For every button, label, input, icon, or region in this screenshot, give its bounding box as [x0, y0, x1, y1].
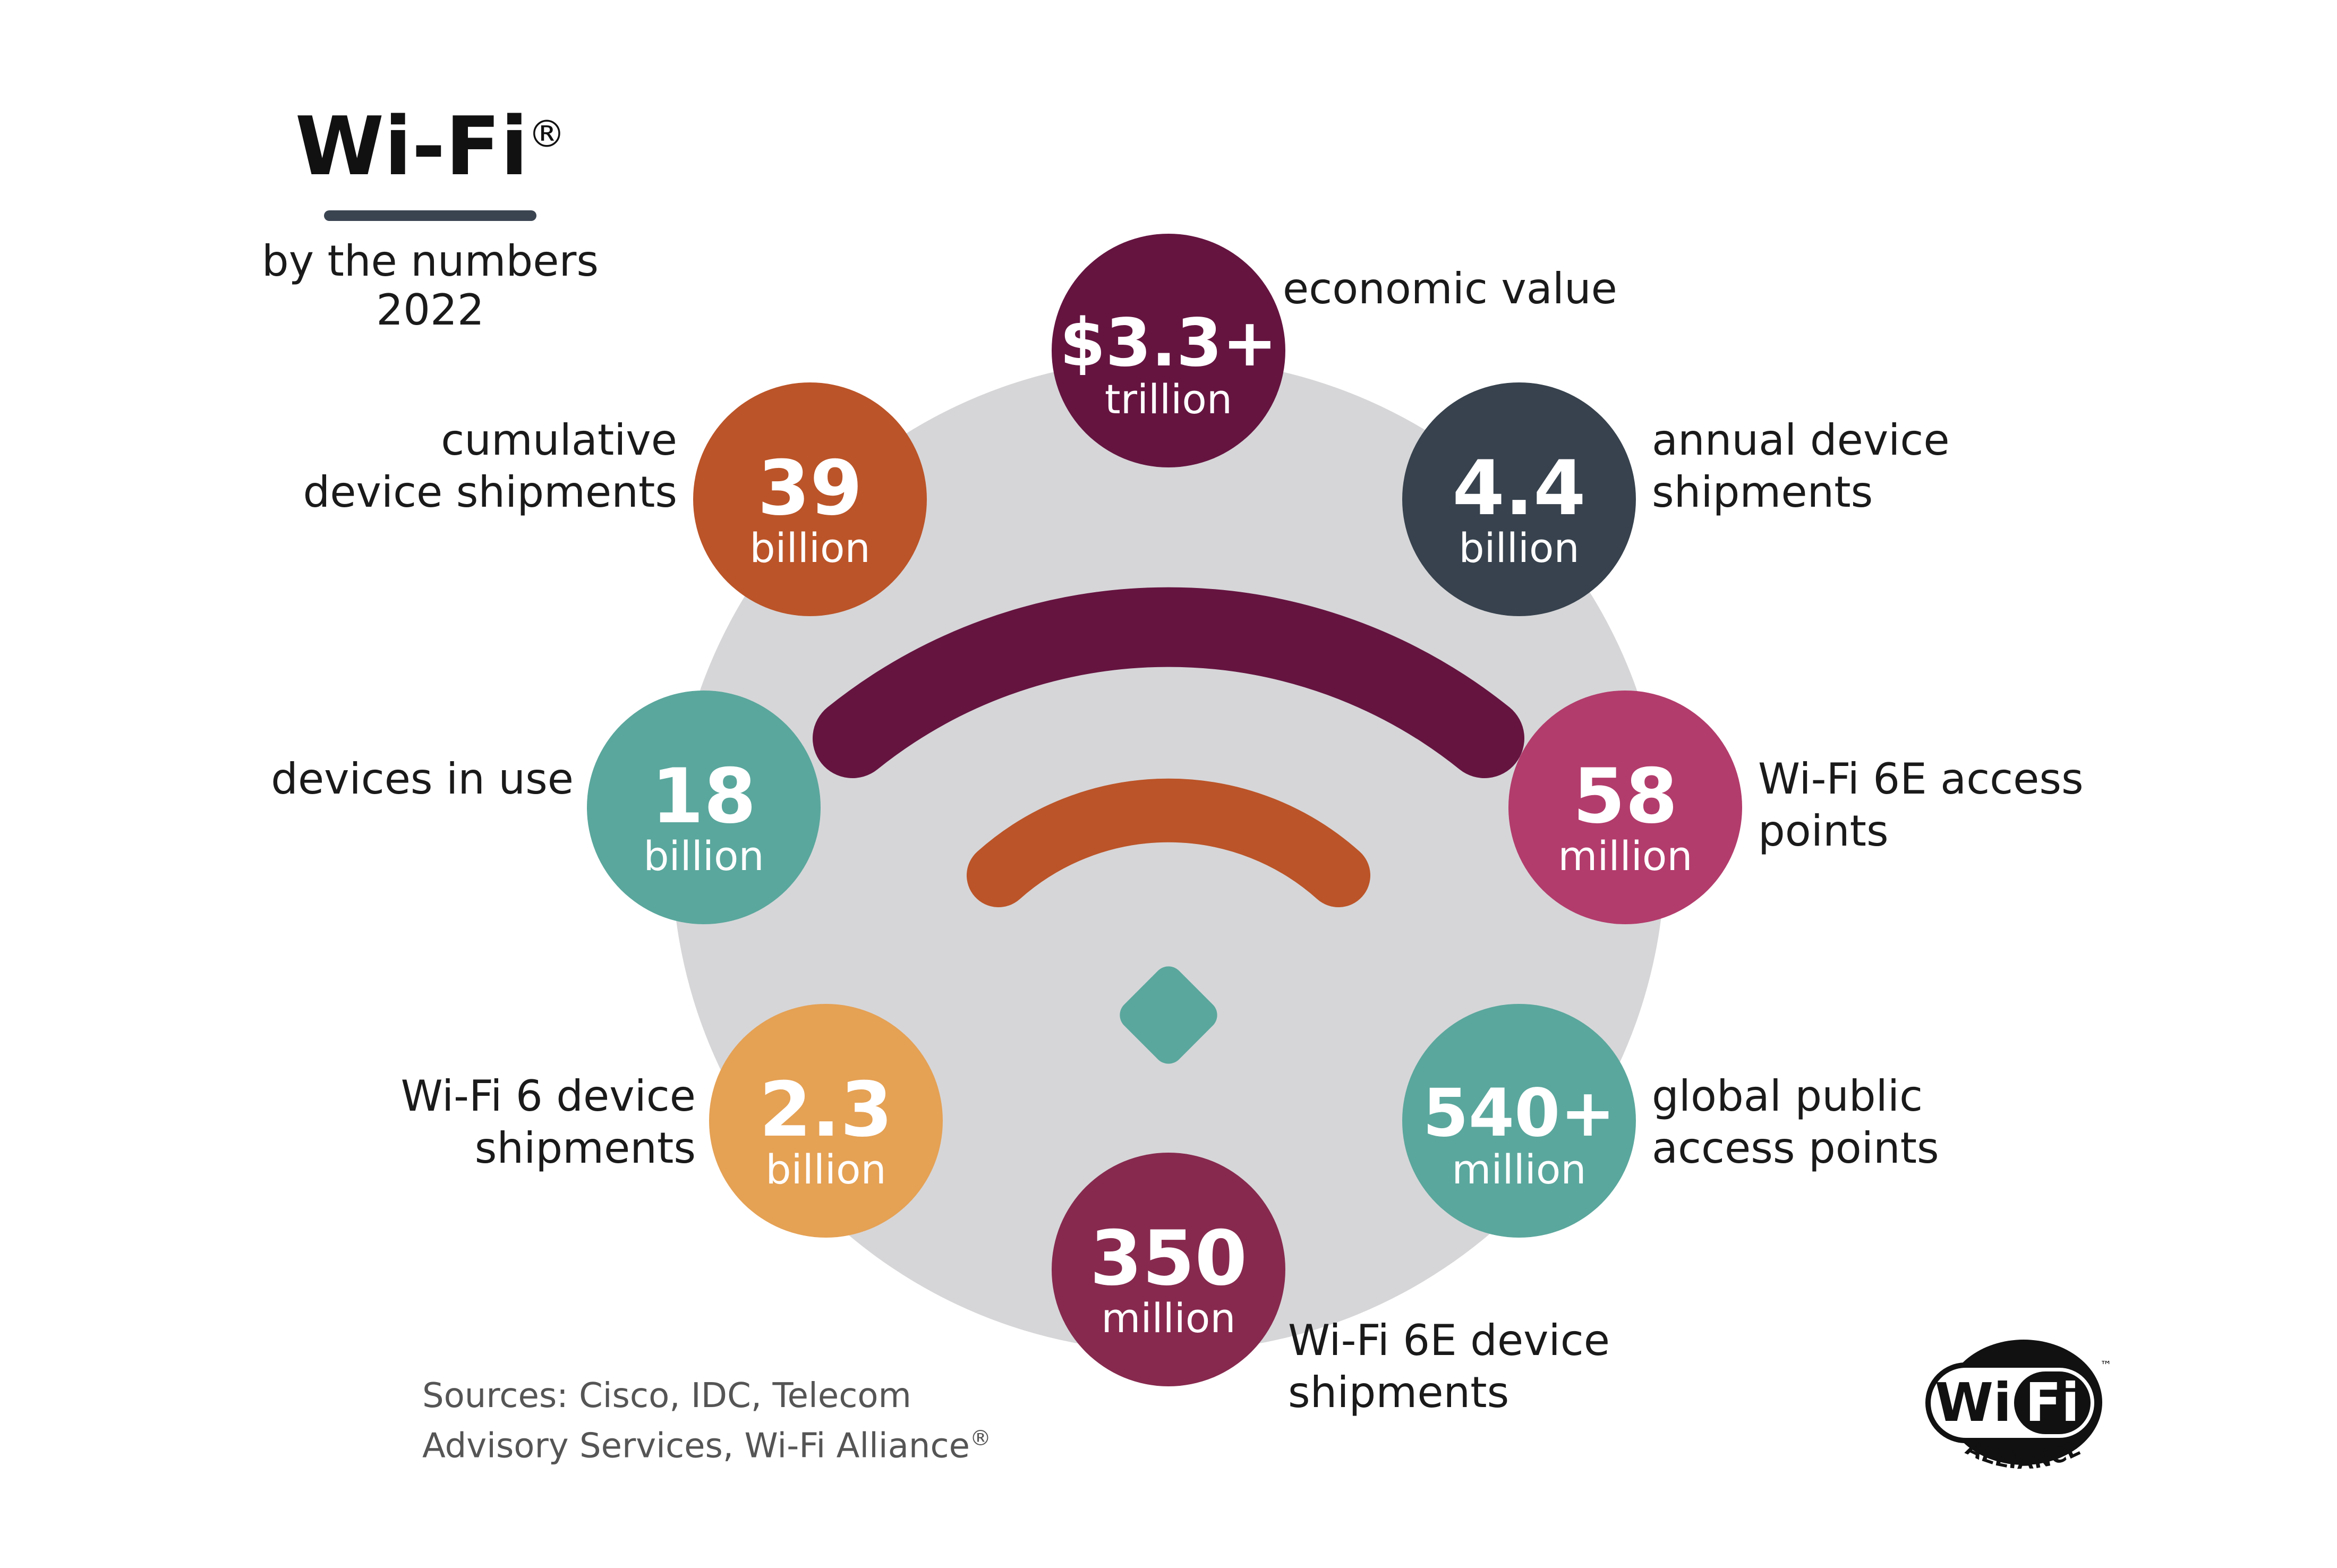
stat-circle: [587, 691, 821, 924]
subtitle-line-2: 2022: [376, 285, 484, 335]
sources-line-2-text: Advisory Services, Wi-Fi Alliance: [422, 1426, 970, 1466]
label-line: shipments: [1652, 467, 1873, 517]
wifi-inner-arc: [967, 778, 1370, 907]
title-underline: [324, 210, 536, 221]
logo-tm: ™: [2100, 1359, 2112, 1373]
stat-number: 18: [651, 753, 756, 840]
stat-number: 2.3: [759, 1066, 893, 1154]
stat-circle: [1508, 691, 1742, 924]
stat-number: 4.4: [1452, 445, 1586, 532]
title-text: Wi-Fi: [295, 99, 528, 193]
stat-number: $3.3+: [1060, 305, 1277, 381]
title-block: Wi-Fi® by the numbers 2022: [234, 106, 627, 335]
label-line: economic value: [1283, 264, 1617, 313]
label-devices-in-use: devices in use: [271, 753, 574, 805]
stat-number: 39: [757, 445, 863, 532]
label-annual-device-shipments: annual device shipments: [1652, 414, 1950, 518]
sources-registered-mark: ®: [970, 1426, 992, 1451]
label-line: global public: [1652, 1071, 1923, 1121]
stat-number: 540+: [1423, 1075, 1616, 1152]
stat-number: 58: [1573, 753, 1678, 840]
logo-fi-text: Fi: [2025, 1371, 2080, 1434]
label-line: points: [1758, 806, 1889, 856]
stat-circle: [693, 382, 927, 616]
stat-unit: billion: [1459, 524, 1579, 572]
sources-line-2: Advisory Services, Wi-Fi Alliance®: [422, 1417, 991, 1467]
stat-unit: billion: [765, 1146, 886, 1193]
stat-economic-value: $3.3+trillion: [1052, 234, 1285, 467]
stat-circle: [709, 1004, 943, 1238]
wifi-outer-arc: [813, 587, 1524, 778]
stat-unit: trillion: [1105, 376, 1232, 423]
stat-unit: million: [1101, 1294, 1235, 1342]
label-line: device shipments: [303, 467, 678, 517]
subtitle-line-1: by the numbers: [261, 236, 599, 286]
label-line: access points: [1652, 1123, 1939, 1173]
label-line: Wi-Fi 6E access: [1758, 754, 2084, 804]
label-wifi6-device-shipments: Wi-Fi 6 device shipments: [401, 1070, 696, 1174]
label-line: devices in use: [271, 754, 574, 804]
label-economic-value: economic value: [1283, 263, 1617, 315]
wifi-dot-diamond-icon: [1120, 966, 1217, 1064]
logo-fi-box: [2014, 1371, 2091, 1434]
stat-number: 350: [1090, 1215, 1247, 1302]
subtitle: by the numbers 2022: [234, 237, 627, 335]
label-wifi6e-access-points: Wi-Fi 6E access points: [1758, 753, 2084, 857]
label-line: shipments: [474, 1123, 696, 1173]
stat-unit: million: [1452, 1146, 1586, 1193]
label-line: cumulative: [441, 415, 677, 465]
stat-circle: [1402, 1004, 1636, 1238]
wifi-alliance-logo: Wi Fi ™ ALLIANCE: [1925, 1340, 2112, 1474]
registered-mark: ®: [528, 112, 566, 156]
label-wifi6e-device-shipments: Wi-Fi 6E device shipments: [1288, 1315, 1610, 1419]
stat-unit: million: [1558, 832, 1692, 880]
label-line: Wi-Fi 6E device: [1288, 1316, 1610, 1365]
sources-note: Sources: Cisco, IDC, Telecom Advisory Se…: [422, 1375, 991, 1467]
label-line: annual device: [1652, 415, 1950, 465]
sources-line-1: Sources: Cisco, IDC, Telecom: [422, 1376, 911, 1416]
label-line: shipments: [1288, 1368, 1509, 1417]
label-line: Wi-Fi 6 device: [400, 1071, 696, 1121]
stat-global-public-access-points: 540+million: [1402, 1004, 1636, 1238]
label-global-public-access-points: global public access points: [1652, 1070, 1939, 1174]
stat-circle: [1402, 382, 1636, 616]
label-cumulative-device-shipments: cumulative device shipments: [303, 414, 678, 518]
stat-unit: billion: [749, 524, 870, 572]
logo-wi-text: Wi: [1935, 1371, 2012, 1434]
stat-circle: [1052, 234, 1285, 467]
page-title: Wi-Fi®: [234, 106, 627, 187]
stat-circle: [1052, 1153, 1285, 1386]
stat-unit: billion: [643, 832, 764, 880]
